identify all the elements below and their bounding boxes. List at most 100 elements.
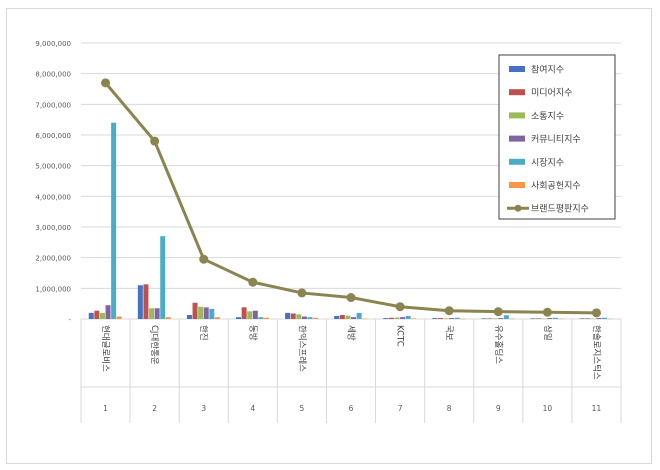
rank-label: 2 [152, 404, 157, 413]
x-tick-label: KCTC [395, 325, 405, 347]
brand-reputation-line [101, 78, 601, 318]
chart-frame: - 1,000,000 2,000,000 3,000,000 4,000,000 5,0… [6, 8, 652, 464]
bar-사회공헌지수 [460, 318, 466, 320]
bar-소통지수 [492, 318, 498, 319]
line-point [542, 307, 552, 317]
bar-사회공헌지수 [558, 318, 564, 320]
bar-참여지수 [383, 318, 389, 319]
bar-시장지수 [356, 312, 362, 319]
bar-미디어지수 [487, 318, 493, 319]
chart-area: - 1,000,000 2,000,000 3,000,000 4,000,000 5,0… [35, 40, 622, 423]
line-point [591, 308, 601, 318]
bar-사회공헌지수 [509, 318, 515, 320]
rank-label: 5 [300, 404, 305, 413]
x-tick-label: 동방 [247, 325, 258, 341]
bar-사회공헌지수 [313, 317, 319, 319]
legend-label: 소통지수 [531, 111, 564, 122]
legend-swatch [509, 89, 525, 96]
bar-소통지수 [247, 311, 253, 319]
bar-참여지수 [432, 318, 438, 319]
legend-label: 사회공헌지수 [531, 181, 581, 192]
x-tick-label: 세방 [346, 325, 357, 341]
x-tick-label: CJ대한통운 [149, 325, 159, 365]
bar-시장지수 [454, 317, 460, 319]
legend-swatch [509, 158, 525, 165]
x-tick-label: 국보 [444, 325, 454, 341]
bar-미디어지수 [143, 284, 149, 319]
bar-소통지수 [296, 314, 302, 319]
y-tick-label: 8,000,000 [35, 71, 71, 79]
bar-시장지수 [160, 236, 166, 319]
x-tick-label: 현대글로비스 [100, 325, 110, 372]
legend-swatch [509, 66, 525, 72]
bar-소통지수 [198, 306, 204, 319]
bar-참여지수 [579, 318, 585, 319]
bar-미디어지수 [536, 318, 542, 319]
line-point [493, 307, 503, 317]
bar-커뮤니티지수 [154, 308, 160, 319]
bar-커뮤니티지수 [498, 318, 504, 319]
bar-커뮤니티지수 [351, 317, 356, 319]
bar-시장지수 [307, 317, 313, 319]
bar-시장지수 [258, 317, 264, 319]
bar-참여지수 [236, 317, 242, 319]
x-axis: 현대글로비스 1 CJ대한통운 2 한진 3 동방 4 한익스프레스 5 세방 6 KCTC 7 국보 8 유수… [80, 319, 622, 423]
line-point [444, 306, 454, 316]
legend-label: 시장지수 [531, 157, 564, 168]
bar-사회공헌지수 [411, 318, 417, 319]
bar-미디어지수 [241, 307, 247, 319]
bar-참여지수 [334, 315, 340, 319]
bar-커뮤니티지수 [400, 317, 406, 319]
y-tick-label: 3,000,000 [35, 224, 71, 232]
y-tick-label: - [68, 316, 71, 324]
y-tick-label: 2,000,000 [35, 255, 71, 263]
bar-시장지수 [111, 122, 117, 319]
bar-소통지수 [99, 312, 105, 319]
bar-소통지수 [345, 315, 351, 319]
bar-사회공헌지수 [607, 318, 613, 320]
y-tick-label: 9,000,000 [35, 40, 71, 48]
bar-미디어지수 [388, 317, 394, 319]
rank-label: 11 [592, 404, 602, 413]
line-point [199, 254, 209, 264]
bar-커뮤니티지수 [596, 318, 602, 319]
legend-label: 미디어지수 [531, 88, 572, 99]
bar-참여지수 [88, 312, 94, 319]
bar-소통지수 [149, 308, 155, 319]
bar-커뮤니티지수 [105, 305, 111, 319]
bar-커뮤니티지수 [203, 307, 209, 319]
bar-사회공헌지수 [264, 317, 270, 319]
bar-시장지수 [602, 317, 608, 319]
bar-사회공헌지수 [362, 318, 368, 320]
line-point [297, 288, 307, 298]
y-tick-label: 1,000,000 [35, 285, 71, 293]
bar-참여지수 [530, 318, 536, 319]
y-axis: - 1,000,000 2,000,000 3,000,000 4,000,000 5,0… [35, 40, 71, 324]
bar-미디어지수 [94, 310, 100, 319]
line-point [395, 302, 405, 312]
bar-커뮤니티지수 [301, 316, 307, 319]
y-tick-label: 6,000,000 [35, 132, 71, 140]
bar-사회공헌지수 [214, 317, 220, 319]
bar-커뮤니티지수 [547, 318, 553, 319]
x-tick-label: 유수홀딩스 [493, 325, 504, 364]
rank-label: 9 [496, 404, 501, 413]
rank-label: 6 [349, 404, 354, 413]
rank-label: 10 [543, 404, 553, 413]
bar-미디어지수 [437, 318, 443, 319]
x-tick-label: 한진 [198, 325, 209, 341]
bar-시장지수 [405, 315, 411, 319]
bar-참여지수 [285, 312, 291, 319]
legend-label: 참여지수 [531, 64, 564, 76]
y-tick-label: 5,000,000 [35, 163, 71, 171]
bar-미디어지수 [339, 315, 345, 319]
bar-커뮤니티지수 [252, 310, 258, 319]
rank-label: 4 [250, 404, 255, 413]
legend-swatch [509, 135, 525, 142]
x-tick-label: 삼일 [542, 325, 553, 341]
bar-소통지수 [541, 318, 547, 320]
x-tick-label: 한솔로지스틱스 [591, 325, 602, 380]
bar-미디어지수 [585, 318, 591, 319]
bar-미디어지수 [192, 302, 198, 319]
